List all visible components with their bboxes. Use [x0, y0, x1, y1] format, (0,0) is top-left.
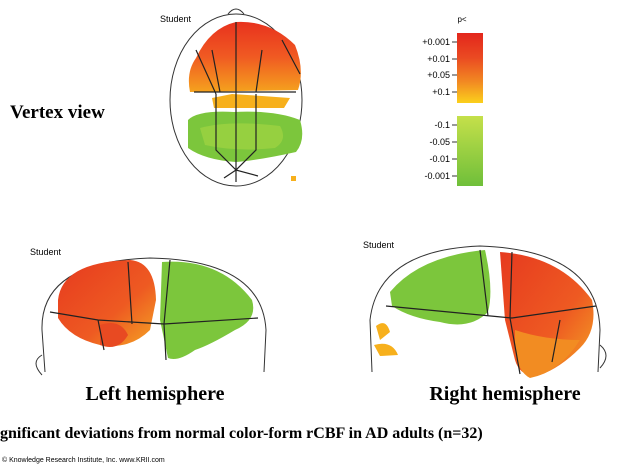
cool-region: [160, 262, 253, 359]
legend-label: -0.01: [429, 154, 450, 164]
legend-label: +0.01: [427, 54, 450, 64]
warm-spot: [374, 323, 398, 356]
legend-label: -0.05: [429, 137, 450, 147]
left-hemisphere: Student Left hemisphere: [30, 247, 266, 405]
panel-label: Student: [363, 240, 395, 250]
legend-label: +0.001: [422, 37, 450, 47]
view-title: Vertex view: [10, 102, 105, 123]
figure-caption: gnificant deviations from normal color-f…: [0, 425, 483, 442]
legend-bar: [457, 33, 483, 103]
legend-label: -0.1: [434, 120, 450, 130]
panel-label: Student: [30, 247, 62, 257]
cool-region: [390, 250, 490, 324]
legend-bar: [457, 116, 483, 186]
warm-region: [212, 94, 290, 108]
right-hemisphere: Student Right hemisphere: [363, 240, 606, 405]
caption: Left hemisphere: [85, 383, 224, 405]
legend-label: +0.1: [432, 87, 450, 97]
warm-spot: [291, 176, 296, 181]
legend-title: p<: [457, 15, 466, 24]
figure: Student Vertex view p< +0.001 +0.01 +0.05 +…: [0, 0, 639, 471]
cool-region: [200, 123, 283, 149]
legend-label: -0.001: [424, 171, 450, 181]
warm-region: [189, 22, 301, 92]
legend-label: +0.05: [427, 70, 450, 80]
ear: [36, 355, 42, 375]
legend: p< +0.001 +0.01 +0.05 +0.1 -0.1 -0.05 -0.01 -0.…: [422, 15, 483, 186]
copyright: © Knowledge Research Institute, Inc. www…: [2, 456, 165, 464]
vertex-view: Student Vertex view: [10, 9, 302, 186]
ear: [600, 345, 606, 368]
caption: Right hemisphere: [429, 383, 580, 405]
nose: [228, 9, 244, 14]
panel-label: Student: [160, 14, 192, 24]
